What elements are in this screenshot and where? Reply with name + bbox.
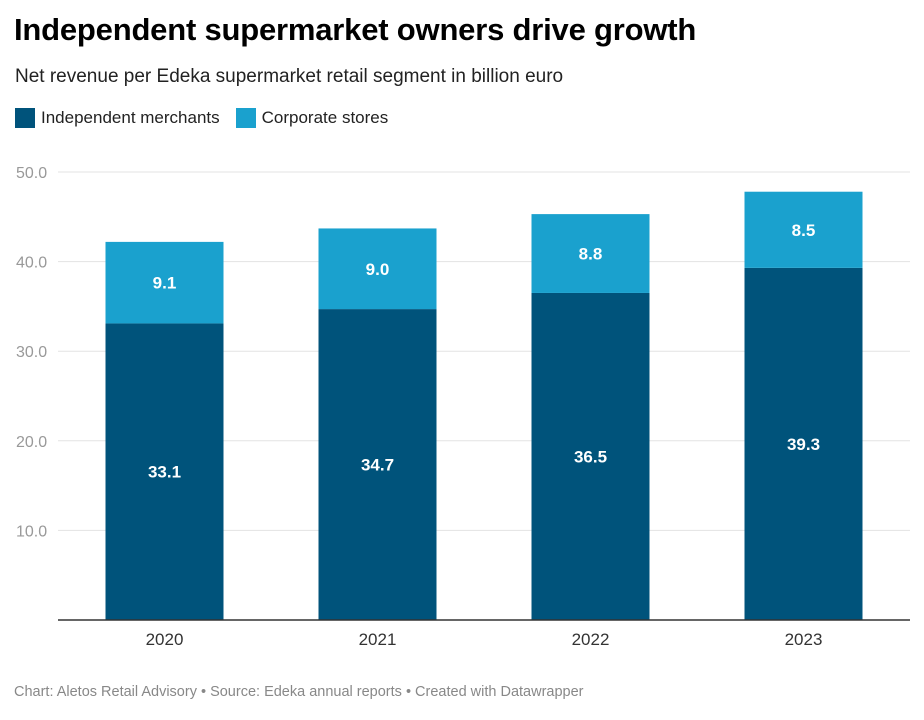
chart-title: Independent supermarket owners drive gro… [14, 12, 697, 47]
bar-independent-2021 [318, 309, 437, 620]
bar-corporate-2021 [318, 228, 437, 310]
legend-item-independent: Independent merchants [15, 108, 220, 128]
legend-item-corporate: Corporate stores [235, 108, 389, 128]
data-label: 33.1 [148, 463, 181, 482]
y-tick-label: 40.0 [16, 255, 47, 272]
legend-swatch-corporate [235, 108, 256, 128]
data-label: 9.0 [366, 260, 390, 279]
x-tick-label: 2022 [572, 630, 610, 649]
data-label: 8.8 [579, 245, 603, 264]
bar-corporate-2023 [744, 191, 863, 268]
data-label: 36.5 [574, 447, 607, 466]
y-tick-label: 10.0 [16, 523, 47, 540]
x-tick-label: 2020 [146, 630, 184, 649]
data-label: 39.3 [787, 435, 820, 454]
data-label: 8.5 [792, 221, 816, 240]
bar-independent-2023 [744, 267, 863, 620]
x-tick-label: 2023 [785, 630, 823, 649]
legend: Independent merchants Corporate stores [15, 108, 388, 128]
data-label: 34.7 [361, 456, 394, 475]
bar-independent-2020 [105, 323, 224, 620]
y-tick-label: 20.0 [16, 434, 47, 451]
bar-corporate-2022 [531, 214, 650, 293]
legend-label-corporate: Corporate stores [261, 108, 389, 127]
legend-label-independent: Independent merchants [41, 108, 220, 127]
bar-corporate-2020 [105, 241, 224, 324]
bar-independent-2022 [531, 292, 650, 620]
data-label: 9.1 [153, 274, 177, 293]
chart-subtitle: Net revenue per Edeka supermarket retail… [15, 66, 564, 87]
x-tick-label: 2021 [359, 630, 397, 649]
chart-footer: Chart: Aletos Retail Advisory • Source: … [14, 684, 584, 700]
y-tick-label: 50.0 [16, 165, 47, 182]
legend-swatch-independent [15, 108, 35, 128]
y-tick-label: 30.0 [16, 344, 47, 361]
